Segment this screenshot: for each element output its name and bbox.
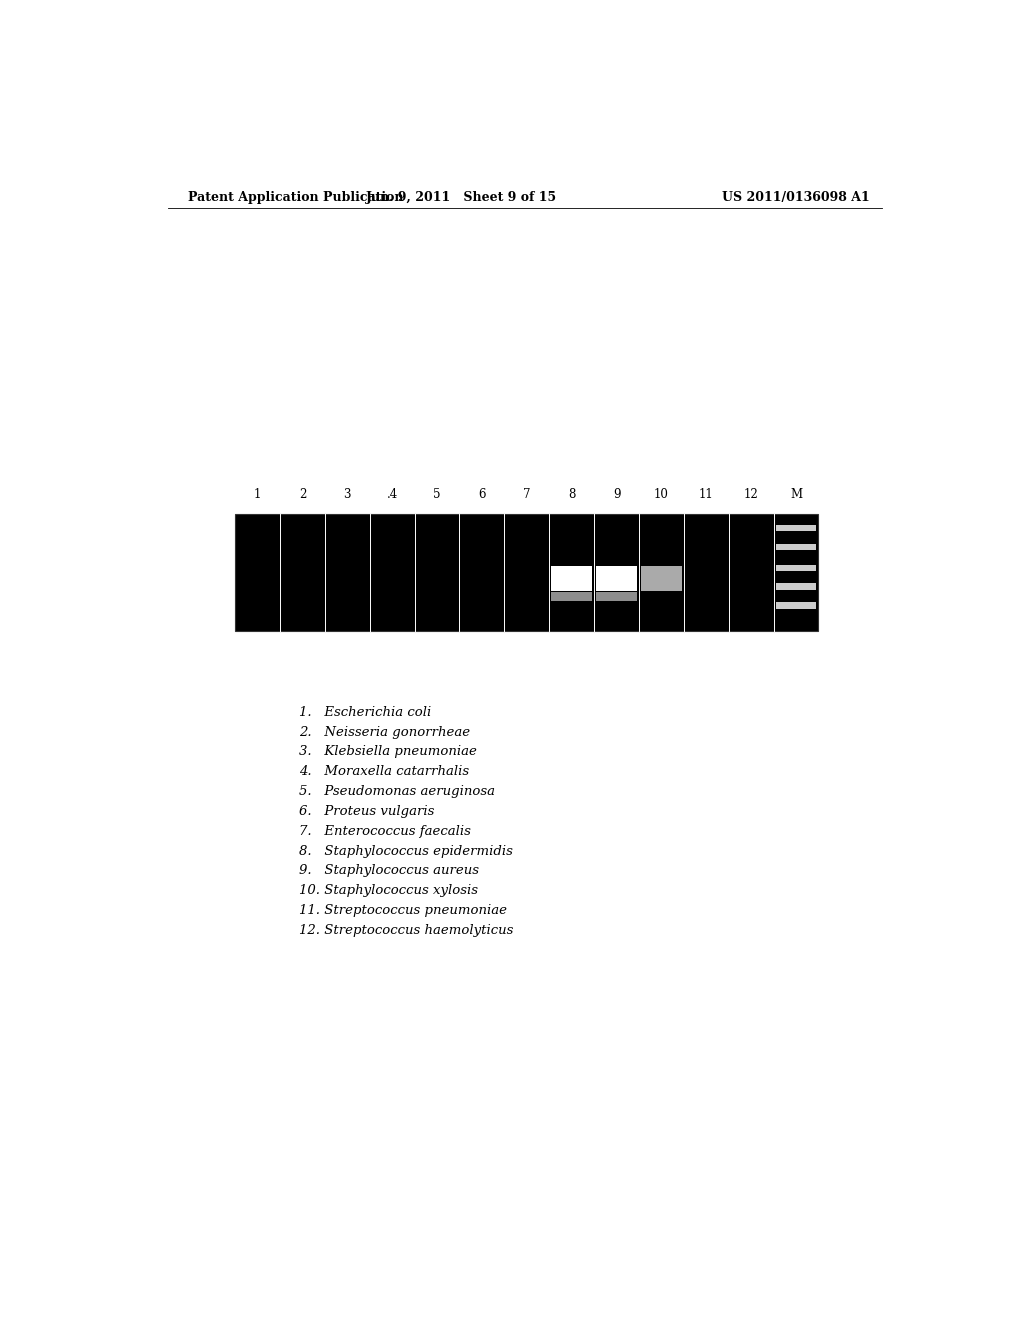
Text: 12: 12 — [743, 488, 759, 500]
Bar — [236, 515, 818, 631]
Text: 6: 6 — [478, 488, 485, 500]
Text: 3.   Klebsiella pneumoniae: 3. Klebsiella pneumoniae — [299, 746, 476, 759]
Text: 8: 8 — [568, 488, 575, 500]
Text: .4: .4 — [386, 488, 397, 500]
Bar — [596, 593, 637, 602]
Text: 3: 3 — [344, 488, 351, 500]
Text: 11: 11 — [699, 488, 714, 500]
Bar — [641, 565, 682, 591]
Text: 10: 10 — [654, 488, 669, 500]
Text: US 2011/0136098 A1: US 2011/0136098 A1 — [722, 190, 870, 203]
Text: 9.   Staphylococcus aureus: 9. Staphylococcus aureus — [299, 865, 478, 878]
Text: M: M — [790, 488, 802, 500]
Text: 7: 7 — [523, 488, 530, 500]
Text: 6.   Proteus vulgaris: 6. Proteus vulgaris — [299, 805, 434, 818]
Text: 2: 2 — [299, 488, 306, 500]
Text: 7.   Enterococcus faecalis: 7. Enterococcus faecalis — [299, 825, 470, 838]
Text: 5.   Pseudomonas aeruginosa: 5. Pseudomonas aeruginosa — [299, 785, 495, 799]
Text: Staphylococcus specific PCR: Staphylococcus specific PCR — [414, 565, 628, 579]
Text: 4.   Moraxella catarrhalis: 4. Moraxella catarrhalis — [299, 766, 469, 779]
Text: 5: 5 — [433, 488, 440, 500]
Text: 10. Staphylococcus xylosis: 10. Staphylococcus xylosis — [299, 884, 477, 898]
Text: 8.   Staphylococcus epidermidis: 8. Staphylococcus epidermidis — [299, 845, 512, 858]
Bar — [776, 602, 816, 609]
Text: 1.   Escherichia coli: 1. Escherichia coli — [299, 706, 431, 719]
Text: Jun. 9, 2011   Sheet 9 of 15: Jun. 9, 2011 Sheet 9 of 15 — [366, 190, 557, 203]
Bar — [776, 565, 816, 572]
Bar — [552, 593, 592, 602]
Text: Figure 12.: Figure 12. — [251, 532, 339, 546]
Text: 2.   Neisseria gonorrheae: 2. Neisseria gonorrheae — [299, 726, 470, 739]
Text: 11. Streptococcus pneumoniae: 11. Streptococcus pneumoniae — [299, 904, 507, 917]
Text: 9: 9 — [612, 488, 621, 500]
Text: 12. Streptococcus haemolyticus: 12. Streptococcus haemolyticus — [299, 924, 513, 937]
Bar — [552, 565, 592, 591]
Bar — [776, 544, 816, 550]
Bar — [776, 525, 816, 532]
Text: 1: 1 — [254, 488, 261, 500]
Text: Patent Application Publication: Patent Application Publication — [187, 190, 403, 203]
Bar — [596, 565, 637, 591]
Bar — [776, 583, 816, 590]
